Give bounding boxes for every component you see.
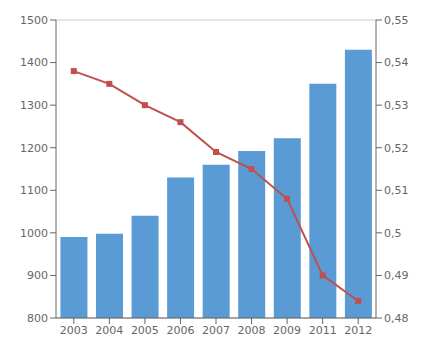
svg-text:2005: 2005 [131, 324, 159, 337]
svg-text:2004: 2004 [95, 324, 123, 337]
svg-text:900: 900 [27, 269, 48, 282]
svg-text:1100: 1100 [20, 184, 48, 197]
svg-text:800: 800 [27, 312, 48, 325]
svg-text:0,5: 0,5 [384, 227, 402, 240]
svg-text:0,52: 0,52 [384, 142, 409, 155]
svg-text:2008: 2008 [238, 324, 266, 337]
svg-text:2007: 2007 [202, 324, 230, 337]
svg-text:2003: 2003 [60, 324, 88, 337]
svg-text:0,55: 0,55 [384, 14, 409, 27]
svg-text:0,51: 0,51 [384, 184, 409, 197]
svg-text:0,54: 0,54 [384, 56, 409, 69]
svg-text:1200: 1200 [20, 142, 48, 155]
svg-text:1300: 1300 [20, 99, 48, 112]
svg-text:0,53: 0,53 [384, 99, 409, 112]
svg-text:1400: 1400 [20, 56, 48, 69]
svg-text:0,49: 0,49 [384, 269, 409, 282]
svg-text:0,48: 0,48 [384, 312, 409, 325]
svg-text:2009: 2009 [273, 324, 301, 337]
svg-text:1000: 1000 [20, 227, 48, 240]
svg-text:2011: 2011 [309, 324, 337, 337]
svg-text:2006: 2006 [166, 324, 194, 337]
svg-text:2012: 2012 [344, 324, 372, 337]
svg-text:1500: 1500 [20, 14, 48, 27]
